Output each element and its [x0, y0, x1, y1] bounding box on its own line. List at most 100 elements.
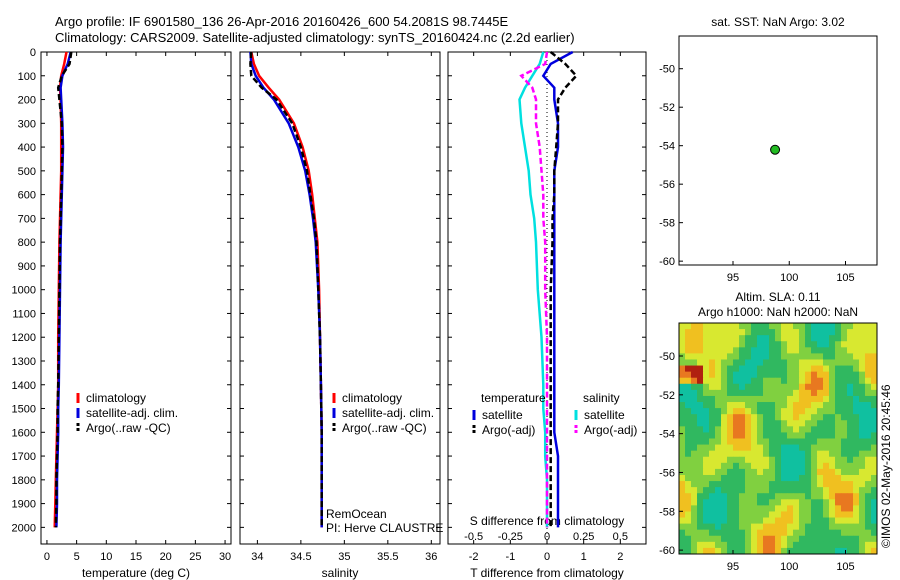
sla-cell [847, 383, 854, 391]
sla-cell [853, 383, 860, 391]
sla-cell [865, 438, 872, 445]
sla-cell [739, 365, 746, 373]
sla-cell [721, 468, 728, 476]
sla-cell [853, 535, 860, 543]
sla-cell [775, 481, 782, 488]
sla-cell [799, 389, 806, 397]
sla-cell [793, 547, 800, 555]
sla-cell [817, 511, 824, 518]
depth-tick-label: 100 [18, 71, 36, 83]
sla-cell [787, 438, 794, 445]
sla-cell [817, 444, 824, 452]
sla-cell [859, 359, 866, 366]
sla-cell [829, 468, 836, 476]
sla-cell [709, 426, 716, 433]
sla-cell [715, 426, 722, 433]
sla-cell [811, 468, 818, 476]
sla-cell [805, 541, 812, 549]
sla-cell [769, 341, 776, 348]
sla-cell [781, 359, 788, 366]
sla-cell [793, 365, 800, 373]
sla-cell [799, 517, 806, 525]
sla-cell [751, 474, 758, 482]
sla-cell [805, 323, 812, 330]
sla-cell [709, 414, 716, 421]
difference-xtick-label: 2 [617, 551, 623, 563]
sla-cell [853, 426, 860, 433]
sla-cell [829, 517, 836, 525]
sla-cell [829, 359, 836, 366]
sla-cell [685, 499, 692, 506]
sla-cell [757, 426, 764, 433]
sla-heatmap [679, 323, 878, 555]
sla-cell [793, 371, 800, 379]
sla-cell [685, 468, 692, 476]
sla-cell [733, 371, 740, 379]
sla-cell [733, 377, 740, 385]
sla-cell [817, 414, 824, 421]
sla-cell [853, 347, 860, 354]
sla-cell [829, 341, 836, 348]
sla-cell [859, 487, 866, 494]
sla-cell [745, 371, 752, 379]
sla-cell [775, 414, 782, 421]
sla-cell [775, 493, 782, 500]
sla-cell [805, 402, 812, 409]
sla-cell [727, 487, 734, 494]
sla_map-ytick-label: -52 [659, 390, 675, 402]
sla-cell [823, 541, 830, 549]
sla-cell [721, 462, 728, 470]
sla-cell [805, 456, 812, 464]
sla-cell [703, 444, 710, 452]
sla-cell [757, 438, 764, 445]
sla_map-xtick-label: 95 [727, 561, 739, 573]
sla-cell [817, 389, 824, 397]
sla-cell [799, 359, 806, 366]
sla-cell [715, 456, 722, 464]
sla-cell [697, 395, 704, 403]
sla-cell [745, 438, 752, 445]
sla-cell [709, 523, 716, 531]
sla-cell [829, 371, 836, 379]
sla-cell [733, 523, 740, 531]
sla-cell [769, 408, 776, 415]
sla-cell [859, 335, 866, 342]
sla-cell [745, 450, 752, 458]
sla-cell [817, 383, 824, 391]
sla-cell [787, 377, 794, 385]
sla-cell [685, 505, 692, 512]
sla-cell [817, 341, 824, 348]
sla-cell [769, 353, 776, 360]
sla-cell [727, 547, 734, 555]
sla-cell [763, 341, 770, 348]
chart-marks: 0100200300400500600700800900100011001200… [12, 47, 855, 573]
sla-cell [841, 444, 848, 452]
sla-cell [847, 353, 854, 360]
sst_map-xtick-label: 100 [780, 272, 798, 284]
sla-cell [811, 402, 818, 409]
sla-cell [775, 462, 782, 470]
sla-cell [757, 323, 764, 330]
sla-cell [763, 420, 770, 427]
sla-cell [739, 347, 746, 354]
sla-cell [823, 450, 830, 458]
sla-cell [703, 420, 710, 427]
sla-cell [721, 547, 728, 555]
sla-cell [727, 462, 734, 470]
sla-cell [835, 420, 842, 427]
sla-cell [733, 329, 740, 336]
sla-cell [817, 353, 824, 360]
sla-cell [745, 462, 752, 470]
sla-cell [715, 450, 722, 458]
sla-cell [709, 450, 716, 458]
sla-cell [841, 335, 848, 342]
sla-cell [751, 493, 758, 500]
sla-cell [679, 377, 686, 385]
sla-cell [847, 414, 854, 421]
sla-cell [835, 383, 842, 391]
sla-cell [703, 371, 710, 379]
sla-cell [757, 499, 764, 506]
sla-cell [763, 444, 770, 452]
sla-cell [799, 450, 806, 458]
header-line-1: Argo profile: IF 6901580_136 26-Apr-2016… [55, 14, 509, 29]
